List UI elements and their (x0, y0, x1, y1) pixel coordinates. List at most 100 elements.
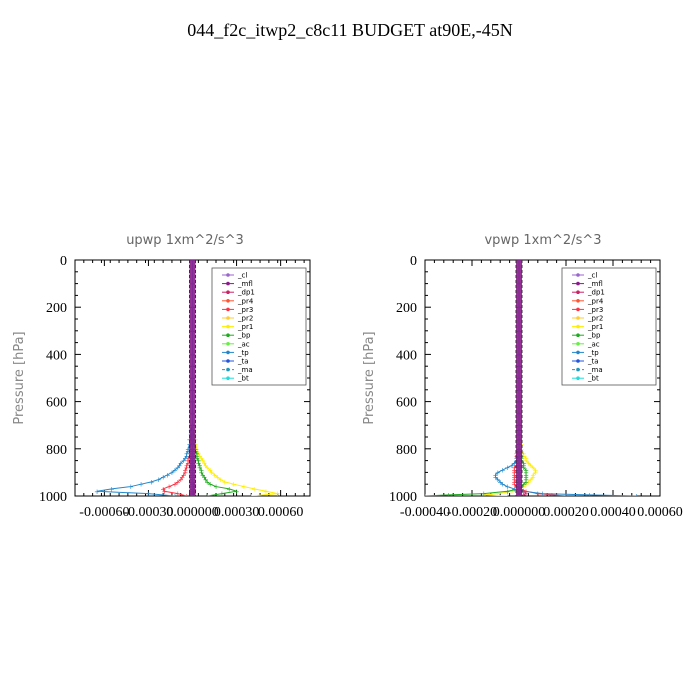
data-point: + (184, 462, 190, 470)
data-point: + (634, 493, 640, 501)
data-point: + (148, 478, 154, 486)
data-point: + (195, 450, 201, 458)
x-tick-label: -0.00030 (123, 505, 173, 520)
x-tick-label: 0.000000 (493, 505, 546, 520)
data-point: + (200, 471, 206, 479)
legend-label: _pr4 (587, 297, 604, 305)
y-tick-label: 600 (46, 396, 67, 411)
data-point: + (179, 474, 185, 482)
legend-marker (576, 324, 580, 329)
data-point: + (521, 483, 527, 491)
data-point: + (166, 483, 172, 491)
data-point: + (165, 471, 171, 479)
legend-marker (226, 350, 230, 355)
data-point: + (422, 493, 428, 501)
data-point: + (200, 457, 206, 465)
data-point: + (204, 464, 210, 472)
legend-label: _ma (587, 366, 603, 374)
legend-marker (576, 350, 580, 355)
data-point: + (204, 478, 210, 486)
data-point: + (217, 476, 223, 484)
x-tick-label: -0.00020 (447, 505, 497, 520)
data-point: + (521, 491, 527, 499)
data-point: + (495, 476, 501, 484)
data-point: + (549, 491, 555, 499)
data-point: + (523, 481, 529, 489)
data-point: + (94, 488, 100, 496)
data-point: + (248, 493, 254, 501)
legend-marker (226, 359, 230, 363)
data-point: + (530, 474, 536, 482)
data-point: + (521, 488, 527, 496)
y-tick-label: 600 (396, 396, 417, 411)
legend-label: _dp1 (587, 289, 605, 297)
data-point: + (195, 459, 201, 467)
legend-label: _pr1 (587, 323, 603, 331)
data-point: + (138, 481, 144, 489)
data-point: + (182, 469, 188, 477)
data-point: + (128, 483, 134, 491)
data-point: + (521, 481, 527, 489)
data-point: + (511, 485, 517, 493)
x-tick-label: 0.00060 (637, 505, 683, 520)
data-point: + (172, 467, 178, 475)
data-point: + (523, 469, 529, 477)
x-tick-label: -0.00060 (79, 505, 129, 520)
data-point: + (185, 448, 191, 456)
data-point: + (178, 476, 184, 484)
data-point: + (509, 462, 515, 470)
legend-label: _pr2 (237, 315, 253, 323)
legend-marker (226, 290, 230, 295)
data-point: + (533, 469, 539, 477)
legend-marker (576, 307, 580, 312)
data-point: + (500, 467, 506, 475)
data-point: + (521, 462, 527, 470)
data-point: + (530, 464, 536, 472)
data-point: + (511, 469, 517, 477)
data-point: + (109, 485, 115, 493)
data-point: + (203, 462, 209, 470)
y-tick-label: 200 (46, 301, 67, 316)
legend-label: _pr2 (587, 315, 603, 323)
data-point: + (181, 457, 187, 465)
data-point: + (198, 455, 204, 463)
data-point: + (207, 481, 213, 489)
data-point: + (523, 467, 529, 475)
data-point: + (481, 490, 487, 498)
y-tick-label: 0 (410, 254, 417, 269)
zero-profile-band (189, 260, 196, 496)
data-point: + (182, 455, 188, 463)
data-point: + (146, 490, 152, 498)
data-point: + (511, 474, 517, 482)
legend-label: _cl (237, 272, 247, 280)
data-point: + (523, 490, 529, 498)
data-point: + (495, 490, 501, 498)
data-point: + (184, 464, 190, 472)
data-point: + (156, 476, 162, 484)
panel-title: vpwp 1xm^2/s^3 (484, 233, 601, 248)
legend-marker (226, 342, 230, 346)
x-tick-label: 0.000000 (166, 505, 219, 520)
data-point: + (197, 464, 203, 472)
data-point: + (172, 481, 178, 489)
data-point: + (185, 459, 191, 467)
legend-marker (226, 316, 230, 320)
zero-profile-band (516, 260, 522, 496)
data-point: + (511, 481, 517, 489)
data-point: + (182, 467, 188, 475)
data-point: + (181, 471, 187, 479)
data-point: + (525, 459, 531, 467)
data-point: + (195, 457, 201, 465)
data-point: + (184, 452, 190, 460)
data-point: + (523, 457, 529, 465)
data-point: + (446, 491, 452, 499)
data-point: + (178, 459, 184, 467)
data-point: + (198, 469, 204, 477)
legend-marker (226, 333, 230, 338)
data-point: + (504, 483, 510, 491)
legend-marker (226, 307, 230, 312)
data-point: + (198, 467, 204, 475)
y-tick-label: 800 (46, 443, 67, 458)
data-point: + (160, 485, 166, 493)
